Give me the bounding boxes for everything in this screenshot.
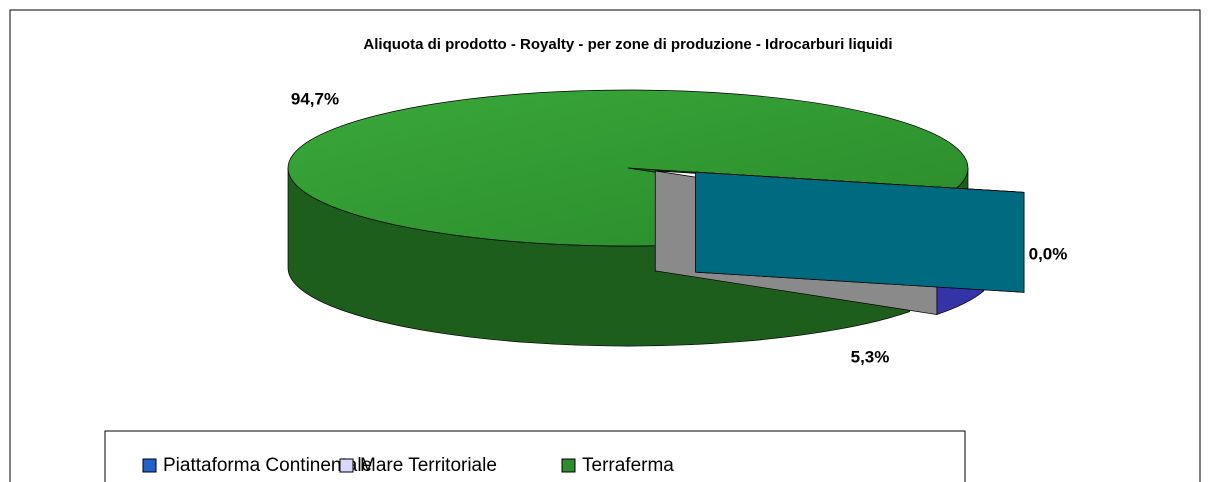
pie [287,89,1025,347]
slice-face [695,171,1025,293]
data-label: 0,0% [1029,244,1068,263]
data-label: 5,3% [851,347,890,366]
legend-swatch [339,458,354,473]
legend-label: Terraferma [582,455,674,476]
data-label: 94,7% [291,89,339,108]
chart-title: Aliquota di prodotto - Royalty - per zon… [363,36,892,53]
legend [104,430,966,482]
legend-label: Mare Territoriale [360,455,497,476]
legend-swatch [142,458,157,473]
legend-swatch [561,458,576,473]
legend-label: Piattaforma Continentale [163,455,372,476]
